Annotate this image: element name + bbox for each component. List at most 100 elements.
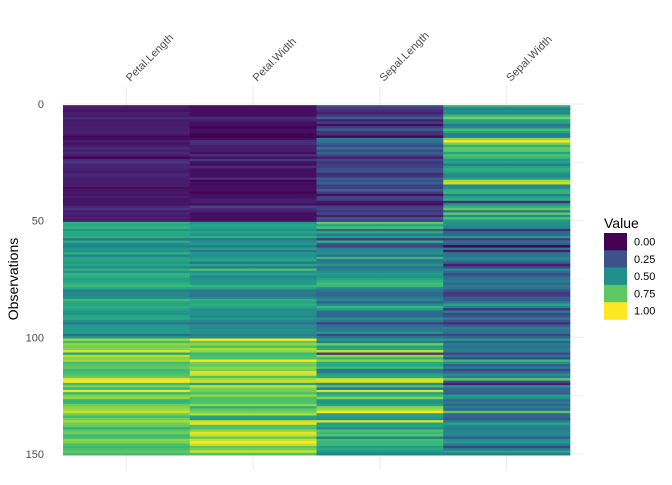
heatmap-cell [316, 410, 444, 414]
heatmap-cell [316, 413, 444, 416]
heatmap-cell [63, 140, 191, 143]
heatmap-cell [443, 240, 571, 244]
heatmap-cell [443, 259, 571, 262]
heatmap-cell [316, 207, 444, 211]
heatmap-cell [63, 310, 191, 314]
heatmap-cell [316, 350, 444, 353]
legend-label: 0.00 [634, 237, 655, 249]
heatmap-cell [189, 415, 317, 419]
heatmap-cell [189, 438, 317, 442]
heatmap-cell [189, 205, 317, 209]
heatmap-cell [189, 350, 317, 353]
heatmap-cell [63, 294, 191, 297]
heatmap-cell [443, 112, 571, 115]
heatmap-cell [443, 284, 571, 288]
heatmap-cell [189, 452, 317, 456]
legend-label: 1.00 [634, 306, 655, 318]
heatmap-cell [443, 350, 571, 353]
heatmap-cell [63, 275, 191, 279]
heatmap-cell [63, 249, 191, 253]
heatmap-cell [443, 343, 571, 346]
heatmap-cell [316, 287, 444, 290]
heatmap-cell [443, 375, 571, 379]
heatmap-cell [443, 261, 571, 265]
heatmap-cell [189, 441, 317, 444]
heatmap-cell [443, 443, 571, 447]
heatmap-cell [189, 256, 317, 260]
y-axis-label: Observations [5, 238, 21, 320]
heatmap-cell [189, 156, 317, 160]
heatmap-cell [316, 308, 444, 311]
heatmap-cell [316, 168, 444, 171]
heatmap-cell [443, 228, 571, 232]
heatmap-cell [443, 135, 571, 139]
heatmap-cell [189, 345, 317, 349]
heatmap-cell [443, 324, 571, 328]
heatmap-cell [443, 401, 571, 405]
heatmap-cell [63, 368, 191, 372]
heatmap-cell [316, 156, 444, 160]
heatmap-cell [63, 196, 191, 199]
heatmap-cell [63, 438, 191, 442]
heatmap-cell [189, 112, 317, 115]
heatmap-cell [443, 420, 571, 423]
heatmap-cell [443, 140, 571, 143]
heatmap-cell [316, 105, 444, 108]
heatmap-cell [316, 282, 444, 286]
heatmap-cell [63, 158, 191, 162]
heatmap-cell [63, 380, 191, 384]
heatmap-cell [189, 247, 317, 251]
y-tick-label: 0 [38, 99, 44, 111]
heatmap-cell [316, 385, 444, 388]
heatmap-cell [443, 170, 571, 174]
heatmap-cell [189, 210, 317, 213]
heatmap-cell [316, 158, 444, 162]
heatmap-cell [443, 301, 571, 304]
heatmap-cell [316, 140, 444, 143]
heatmap-cell [443, 289, 571, 293]
heatmap-cell [189, 326, 317, 330]
heatmap-cell [443, 438, 571, 442]
heatmap-cell [63, 382, 191, 386]
heatmap-cell [316, 324, 444, 328]
heatmap-cell [443, 361, 571, 365]
heatmap-cell [443, 317, 571, 321]
heatmap-cell [316, 254, 444, 258]
heatmap-cell [443, 226, 571, 230]
heatmap-cell [443, 298, 571, 302]
heatmap-cell [316, 284, 444, 288]
heatmap-cell [443, 434, 571, 437]
heatmap-cell [189, 133, 317, 136]
heatmap-cell [189, 254, 317, 258]
heatmap-cell [443, 154, 571, 157]
heatmap-cell [189, 149, 317, 153]
heatmap-cell [316, 380, 444, 384]
heatmap-cell [63, 191, 191, 195]
heatmap-cell [189, 373, 317, 377]
heatmap-cell [63, 399, 191, 402]
heatmap-cell [63, 177, 191, 181]
heatmap-cell [189, 431, 317, 435]
heatmap-cell [189, 238, 317, 241]
heatmap-cell [189, 424, 317, 428]
heatmap-cell [63, 296, 191, 300]
heatmap-cell [443, 119, 571, 122]
heatmap-cell [316, 130, 444, 134]
heatmap-cell [316, 252, 444, 255]
heatmap-cell [63, 298, 191, 302]
heatmap-cell [189, 242, 317, 246]
heatmap-cell [189, 403, 317, 407]
heatmap-cell [63, 436, 191, 440]
heatmap-cell [316, 301, 444, 304]
heatmap-cell [63, 280, 191, 283]
heatmap-cell [63, 282, 191, 286]
heatmap-cell [63, 238, 191, 241]
heatmap-cell [443, 331, 571, 335]
heatmap-cell [443, 263, 571, 267]
heatmap-cell [443, 275, 571, 279]
heatmap-cell [443, 221, 571, 225]
heatmap-cell [316, 329, 444, 332]
heatmap-cell [189, 324, 317, 328]
heatmap-cell [316, 212, 444, 216]
